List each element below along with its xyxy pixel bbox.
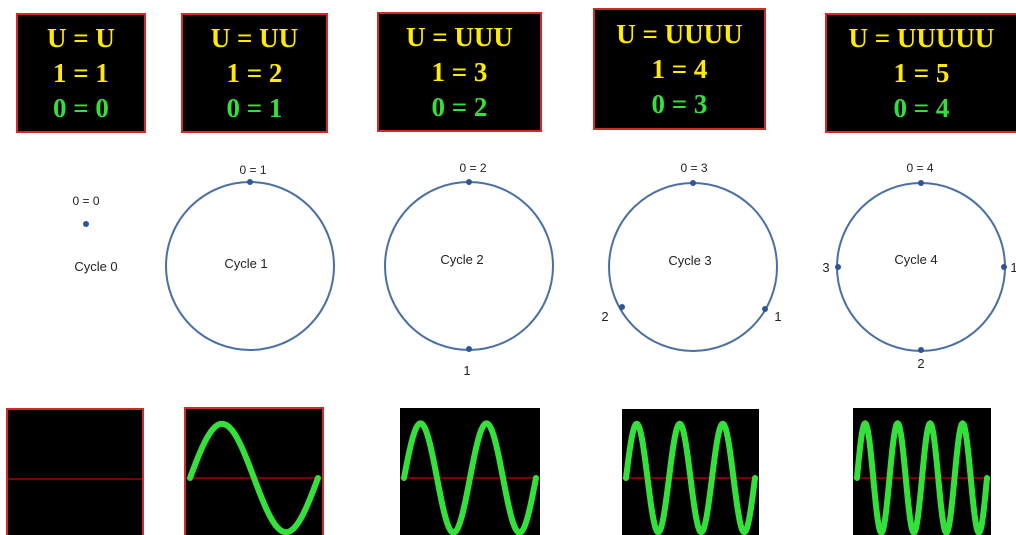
cycle-point: [762, 306, 768, 312]
cycle-point: [466, 346, 472, 352]
cycle-1: 0 = 1 Cycle 1: [165, 163, 335, 351]
cycle-4: 0 = 4 1 2 3 Cycle 4: [822, 161, 1016, 371]
cycle-label: Cycle 1: [224, 256, 267, 271]
point-label: 0 = 1: [239, 163, 266, 177]
equation-line3: 0 = 0: [53, 92, 109, 123]
equation-box-3: U = UUUU 1 = 4 0 = 3: [593, 8, 766, 130]
cycle-label: Cycle 3: [668, 253, 711, 268]
wave-panel-0: [6, 408, 144, 535]
cycle-point: [1001, 264, 1007, 270]
wave-panel-1: [184, 407, 324, 535]
wave-panel-2: [400, 408, 540, 535]
point-label: 2: [601, 309, 608, 324]
wave-panel-4: [853, 408, 991, 535]
cycle-point: [247, 179, 253, 185]
wave-panel-3: [622, 409, 759, 535]
point-label: 0 = 3: [680, 161, 707, 175]
cycle-point: [619, 304, 625, 310]
cycle-point: [690, 180, 696, 186]
equation-line3: 0 = 4: [893, 92, 950, 123]
sine-wave: [854, 419, 990, 535]
cycle-3: 0 = 3 1 2 Cycle 3: [601, 161, 782, 352]
cycle-label: Cycle 0: [74, 259, 117, 274]
equation-box-2: U = UUU 1 = 3 0 = 2: [377, 12, 542, 132]
equation-line2: 1 = 2: [226, 57, 283, 88]
point-label: 0 = 0: [72, 194, 99, 208]
point-label: 1: [463, 363, 470, 378]
equation-line3: 0 = 1: [226, 92, 283, 123]
equation-box-1: U = UU 1 = 2 0 = 1: [181, 13, 328, 133]
wave-plot: [853, 419, 991, 535]
cycle-point: [918, 180, 924, 186]
cycle-circle: [836, 182, 1006, 352]
equation-line2: 1 = 4: [651, 53, 708, 84]
cycle-point: [835, 264, 841, 270]
equation-line1: U = U: [47, 22, 115, 53]
sine-wave: [187, 420, 321, 535]
point-label: 3: [822, 260, 829, 275]
equation-line3: 0 = 3: [651, 88, 708, 119]
cycle-label: Cycle 2: [440, 252, 483, 267]
point-label: 0 = 2: [459, 161, 486, 175]
sine-wave: [623, 420, 758, 535]
equation-line1: U = UUU: [406, 21, 513, 52]
cycle-point: [918, 347, 924, 353]
equation-box-0: U = U 1 = 1 0 = 0: [16, 13, 146, 133]
equation-box-4: U = UUUUU 1 = 5 0 = 4: [825, 13, 1016, 133]
wave-plot: [622, 420, 759, 535]
point-label: 1: [1010, 260, 1016, 275]
equation-line2: 1 = 3: [431, 56, 488, 87]
equation-line1: U = UUUU: [616, 18, 743, 49]
point-label: 1: [774, 309, 781, 324]
equation-line1: U = UU: [210, 22, 299, 53]
cycle-2: 0 = 2 1 Cycle 2: [384, 161, 554, 378]
wave-plot: [186, 420, 322, 535]
sine-wave: [401, 420, 539, 535]
point-label: 0 = 4: [906, 161, 933, 175]
equation-line3: 0 = 2: [431, 91, 488, 122]
point-label: 2: [917, 356, 924, 371]
cycle-point: [83, 221, 89, 227]
cycle-label: Cycle 4: [894, 252, 937, 267]
equation-line2: 1 = 5: [893, 57, 950, 88]
wave-plot: [8, 478, 142, 480]
equation-line1: U = UUUUU: [848, 22, 995, 53]
cycle-point: [466, 179, 472, 185]
wave-plot: [400, 420, 540, 535]
cycle-0: 0 = 0 Cycle 0: [72, 194, 117, 274]
equation-line2: 1 = 1: [53, 57, 109, 88]
